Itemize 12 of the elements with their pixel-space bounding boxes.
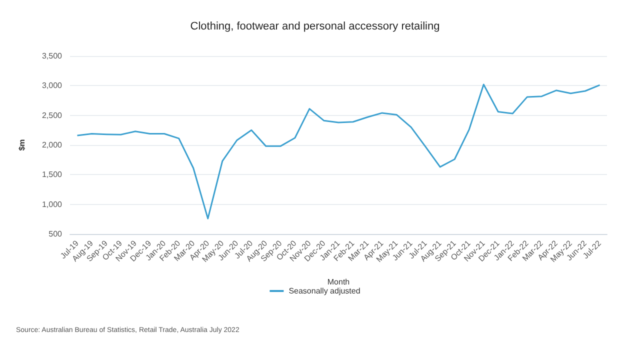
line-series [76, 84, 600, 220]
chart-title: Clothing, footwear and personal accessory retailing [190, 20, 440, 32]
x-axis-title: Month [327, 278, 350, 286]
y-axis-title: $m [18, 139, 26, 151]
y-tick-label: 3,000 [42, 81, 63, 90]
legend-label: Seasonally adjusted [288, 286, 360, 296]
y-tick-label: 3,500 [42, 52, 63, 60]
y-tick-label: 2,500 [42, 110, 63, 120]
y-tick-label: 500 [48, 230, 63, 238]
y-tick-label: 1,000 [42, 200, 63, 209]
y-tick-label: 2,000 [42, 140, 63, 150]
y-tick-label: 1,500 [42, 170, 63, 180]
